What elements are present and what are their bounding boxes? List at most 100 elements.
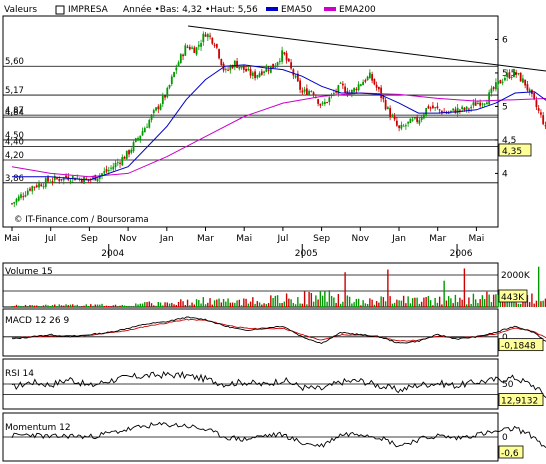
candle-body (422, 114, 425, 119)
candle-body (202, 33, 205, 43)
candle-body (440, 110, 443, 114)
volume-bar (357, 298, 360, 307)
volume-bar (337, 293, 340, 307)
candle-body (204, 34, 207, 37)
volume-bar (418, 303, 421, 307)
candle-body (170, 76, 173, 84)
volume-bar (420, 301, 423, 307)
volume-bar (398, 300, 400, 307)
volume-bar (164, 302, 166, 307)
volume-bar (40, 306, 42, 307)
volume-bar (112, 305, 114, 307)
volume-bar (258, 302, 261, 307)
candle-body (101, 173, 103, 176)
volume-bar (531, 293, 533, 307)
candle-body (407, 121, 410, 124)
candle-body (85, 178, 88, 180)
volume-bar (249, 301, 252, 307)
volume-bar (69, 304, 72, 307)
volume-bar (42, 305, 45, 307)
right-tick-label: 4,5 (502, 136, 516, 146)
candle-body (386, 107, 389, 109)
volume-bar (38, 305, 40, 307)
series-checkbox-icon[interactable] (55, 5, 65, 15)
candle-body (168, 84, 171, 88)
volume-bar (443, 280, 445, 307)
year-label: 2006 (450, 249, 473, 259)
volume-bar (294, 304, 297, 307)
volume-bar (486, 291, 488, 307)
candle-body (29, 188, 31, 191)
volume-bar (202, 297, 205, 307)
candle-body (323, 101, 326, 105)
candle-body (62, 177, 65, 181)
volume-bar (119, 305, 121, 307)
macd-panel-title: MACD 12 26 9 (5, 316, 69, 326)
candle-body (245, 68, 247, 72)
candle-body (474, 102, 477, 106)
candle-body (96, 178, 99, 182)
candle-body (65, 175, 67, 178)
candle-body (251, 72, 254, 76)
panel-last-label: 12,9132 (501, 397, 538, 407)
volume-bar (470, 303, 472, 307)
candle-body (290, 62, 292, 69)
volume-bar (339, 303, 342, 307)
values-label: Valeurs (4, 5, 37, 15)
volume-bar (369, 298, 371, 307)
volume-bar (36, 305, 38, 307)
candle-body (11, 203, 13, 205)
volume-bar (49, 306, 51, 307)
volume-tick-label: 2000K (501, 271, 531, 281)
month-label: Mai (4, 234, 20, 244)
candle-body (461, 106, 464, 110)
volume-bar (231, 302, 234, 307)
month-label: Mar (429, 234, 446, 244)
candle-body (17, 196, 20, 201)
candle-body (454, 109, 457, 114)
volume-bar (29, 305, 31, 307)
volume-bar (391, 303, 394, 307)
candle-body (112, 166, 115, 170)
candle-body (305, 88, 308, 96)
candle-body (157, 106, 160, 110)
volume-bar (400, 300, 403, 307)
volume-bar (414, 297, 416, 307)
candle-body (438, 109, 441, 111)
volume-bar (132, 305, 135, 307)
candle-body (182, 54, 184, 57)
candle-body (260, 71, 263, 75)
candle-body (533, 92, 536, 100)
volume-bar (20, 305, 22, 307)
candle-body (377, 86, 380, 90)
volume-bar (267, 303, 270, 307)
volume-bar (157, 302, 159, 307)
volume-bar (434, 297, 436, 307)
volume-bar (463, 268, 466, 307)
candle-body (236, 61, 238, 68)
volume-bar (263, 303, 265, 307)
month-label: Jan (391, 234, 406, 244)
last-price-box (498, 143, 532, 157)
candle-body (103, 171, 106, 174)
volume-bar (447, 296, 450, 307)
candle-body (353, 88, 356, 92)
candle-body (247, 68, 250, 71)
candle-body (256, 75, 259, 78)
candle-body (506, 73, 509, 78)
candle-body (20, 194, 22, 198)
candle-body (427, 106, 430, 109)
candle-body (229, 66, 232, 71)
level-label: 4,84 (5, 108, 24, 118)
volume-bar (411, 298, 414, 307)
candle-body (319, 103, 322, 106)
candle-body (389, 108, 392, 118)
candle-body (535, 100, 538, 108)
volume-bar (209, 298, 211, 307)
candle-body (456, 107, 459, 114)
volume-bar (515, 302, 517, 307)
volume-bar (364, 303, 367, 307)
volume-bar (276, 295, 279, 307)
volume-last-box (498, 289, 528, 303)
volume-bar (126, 306, 128, 307)
